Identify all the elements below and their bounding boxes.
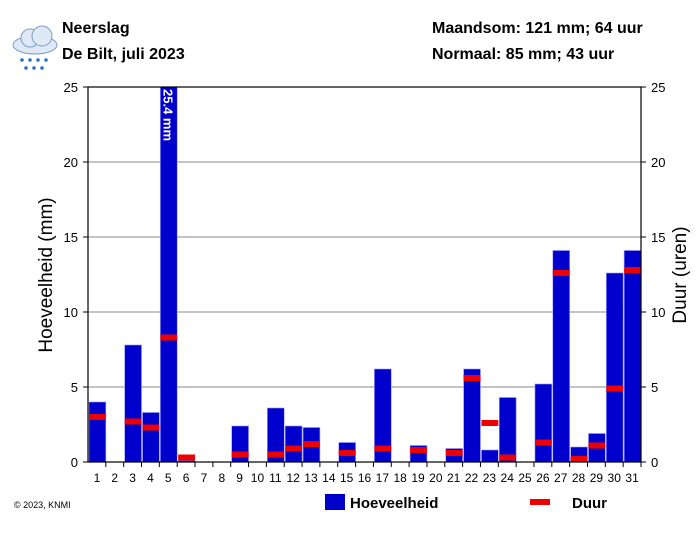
x-tick-label: 21 bbox=[447, 471, 461, 485]
legend: Hoeveelheid Duur bbox=[325, 494, 607, 512]
marker-duration bbox=[267, 451, 285, 458]
x-tick-label: 10 bbox=[251, 471, 265, 485]
y2-tick-label: 5 bbox=[651, 380, 658, 395]
bar-amount bbox=[142, 412, 160, 463]
y-tick-label: 15 bbox=[64, 230, 78, 245]
x-tick-label: 17 bbox=[376, 471, 390, 485]
marker-duration bbox=[552, 270, 570, 276]
marker-duration bbox=[410, 447, 427, 453]
x-tick-label: 4 bbox=[147, 471, 154, 485]
rain-cloud-icon bbox=[12, 25, 58, 70]
x-tick-label: 29 bbox=[590, 471, 604, 485]
bar-amount bbox=[124, 344, 142, 463]
legend-label-amount: Hoeveelheid bbox=[350, 495, 438, 512]
bar-amount bbox=[552, 250, 570, 463]
legend-label-duration: Duur bbox=[572, 495, 607, 512]
legend-swatch-duration bbox=[530, 499, 550, 505]
x-tick-label: 7 bbox=[201, 471, 208, 485]
x-tick-label: 9 bbox=[236, 471, 243, 485]
x-tick-label: 14 bbox=[322, 471, 336, 485]
x-tick-label: 13 bbox=[304, 471, 318, 485]
y2-tick-label: 10 bbox=[651, 305, 665, 320]
y-axis-label: Hoeveelheid (mm) bbox=[36, 197, 57, 352]
chart-subtitle: De Bilt, juli 2023 bbox=[62, 46, 185, 63]
marker-duration bbox=[570, 456, 588, 462]
x-tick-label: 30 bbox=[608, 471, 622, 485]
x-tick-label: 8 bbox=[218, 471, 225, 485]
y-tick-label: 20 bbox=[64, 155, 78, 170]
chart-title: Neerslag bbox=[62, 20, 130, 37]
y2-tick-label: 15 bbox=[651, 230, 665, 245]
legend-swatch-amount bbox=[325, 494, 345, 510]
marker-duration bbox=[445, 450, 463, 456]
x-tick-label: 18 bbox=[393, 471, 407, 485]
y-tick-label: 25 bbox=[64, 80, 78, 95]
marker-duration bbox=[124, 418, 142, 425]
x-tick-label: 15 bbox=[340, 471, 354, 485]
x-tick-label: 16 bbox=[358, 471, 372, 485]
bar-amount bbox=[160, 86, 178, 463]
y2-tick-label: 20 bbox=[651, 155, 665, 170]
marker-duration bbox=[89, 414, 106, 420]
x-tick-label: 24 bbox=[501, 471, 515, 485]
x-tick-label: 26 bbox=[536, 471, 550, 485]
x-tick-label: 25 bbox=[518, 471, 532, 485]
x-tick-label: 23 bbox=[483, 471, 497, 485]
marker-duration bbox=[374, 445, 392, 452]
bar-amount bbox=[284, 425, 303, 463]
plot-frame bbox=[87, 86, 642, 463]
bar-amount bbox=[88, 401, 107, 463]
x-tick-label: 12 bbox=[286, 471, 300, 485]
y-tick-label: 5 bbox=[71, 380, 78, 395]
y2-axis-label: Duur (uren) bbox=[670, 226, 691, 323]
x-tick-label: 2 bbox=[111, 471, 118, 485]
bar-amount bbox=[463, 368, 481, 463]
marker-duration bbox=[499, 454, 517, 461]
month-sum: Maandsom: 121 mm; 64 uur bbox=[432, 20, 643, 37]
y2-tick-label: 25 bbox=[651, 80, 665, 95]
x-tick-label: 3 bbox=[129, 471, 136, 485]
x-tick-label: 1 bbox=[94, 471, 101, 485]
marker-duration bbox=[588, 442, 606, 449]
marker-duration bbox=[534, 439, 552, 446]
marker-duration bbox=[481, 420, 499, 426]
marker-duration bbox=[303, 441, 320, 447]
bar-amount bbox=[606, 272, 624, 463]
x-tick-label: 31 bbox=[625, 471, 639, 485]
x-tick-label: 27 bbox=[554, 471, 568, 485]
marker-duration bbox=[231, 451, 249, 458]
y-tick-label: 10 bbox=[64, 305, 78, 320]
x-tick-label: 19 bbox=[411, 471, 425, 485]
marker-duration bbox=[160, 334, 178, 341]
copyright: © 2023, KNMI bbox=[14, 500, 71, 510]
marker-duration bbox=[178, 454, 196, 461]
marker-duration bbox=[338, 450, 356, 456]
normal-value: Normaal: 85 mm; 43 uur bbox=[432, 46, 615, 63]
y2-tick-label: 0 bbox=[651, 455, 658, 470]
x-tick-label: 6 bbox=[183, 471, 190, 485]
x-tick-label: 20 bbox=[429, 471, 443, 485]
bar-amount bbox=[623, 250, 642, 463]
x-tick-label: 22 bbox=[465, 471, 479, 485]
bar-value-label: 25.4 mm bbox=[160, 89, 175, 141]
marker-duration bbox=[463, 375, 481, 381]
marker-duration bbox=[624, 267, 641, 273]
x-tick-label: 11 bbox=[269, 471, 282, 485]
x-tick-label: 28 bbox=[572, 471, 586, 485]
bar-amount bbox=[498, 397, 517, 463]
marker-duration bbox=[606, 385, 624, 392]
marker-duration bbox=[142, 424, 160, 431]
marker-duration bbox=[285, 445, 303, 452]
bar-amount bbox=[534, 383, 553, 463]
y-tick-label: 0 bbox=[71, 455, 78, 470]
x-tick-label: 5 bbox=[165, 471, 172, 485]
bar-amount bbox=[481, 449, 499, 463]
